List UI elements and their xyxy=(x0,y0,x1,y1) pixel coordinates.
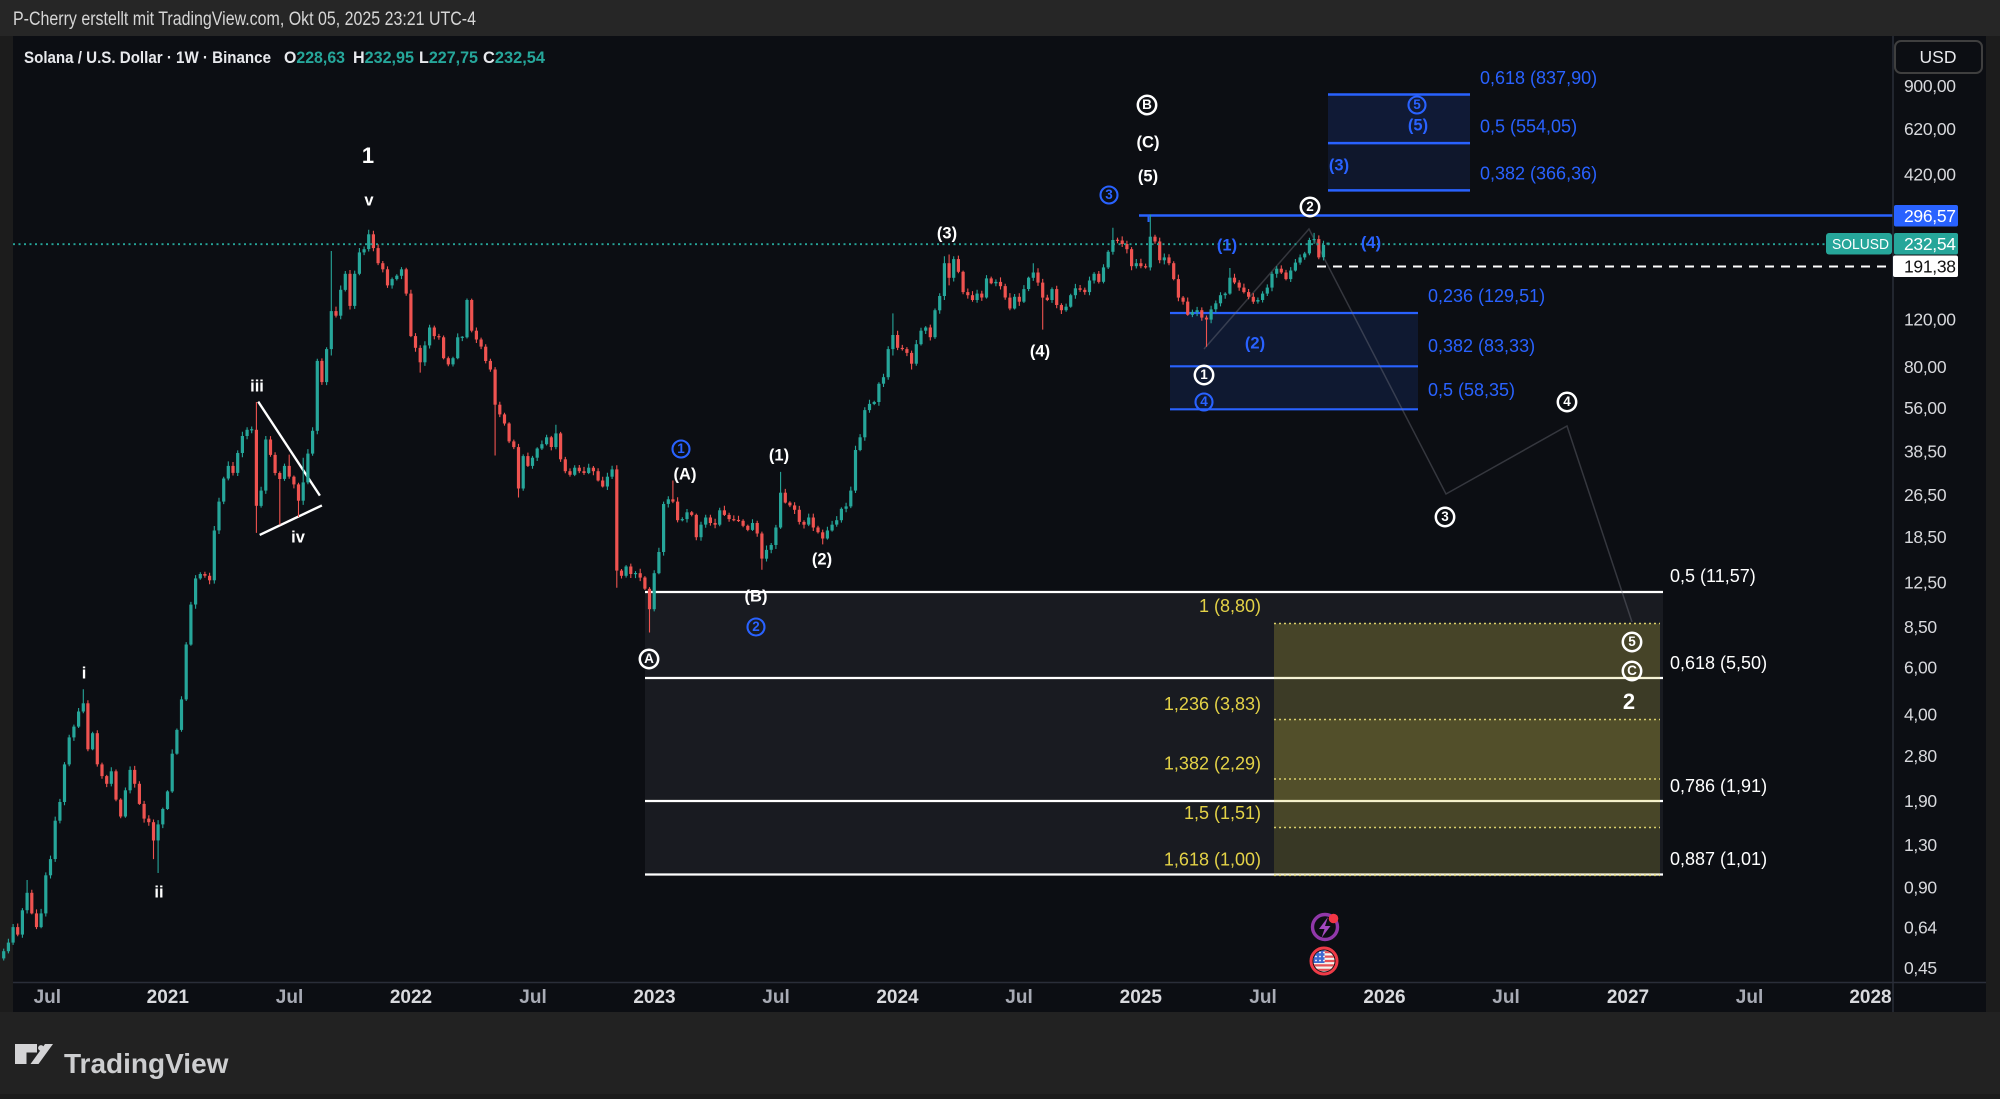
svg-text:(3): (3) xyxy=(1329,156,1349,174)
svg-text:2024: 2024 xyxy=(876,987,919,1008)
svg-text:C232,54: C232,54 xyxy=(483,48,546,67)
svg-text:6,00: 6,00 xyxy=(1904,658,1937,678)
svg-text:0,5 (554,05): 0,5 (554,05) xyxy=(1480,116,1577,136)
svg-text:(2): (2) xyxy=(1245,334,1265,352)
svg-text:(5): (5) xyxy=(1138,167,1158,185)
svg-text:232,54: 232,54 xyxy=(1904,234,1956,254)
svg-text:(1): (1) xyxy=(769,446,789,464)
svg-text:Jul: Jul xyxy=(1005,987,1032,1008)
svg-text:0,5 (11,57): 0,5 (11,57) xyxy=(1670,566,1756,586)
svg-text:ii: ii xyxy=(154,883,163,901)
svg-text:120,00: 120,00 xyxy=(1904,310,1956,330)
svg-text:2: 2 xyxy=(1623,689,1635,714)
svg-text:(4): (4) xyxy=(1361,234,1381,252)
svg-text:Solana / U.S. Dollar · 1W · Bi: Solana / U.S. Dollar · 1W · Binance xyxy=(24,48,271,67)
svg-text:1,30: 1,30 xyxy=(1904,835,1937,855)
svg-text:A: A xyxy=(644,651,654,666)
svg-text:1,382 (2,29): 1,382 (2,29) xyxy=(1164,753,1261,773)
svg-text:296,57: 296,57 xyxy=(1904,206,1956,226)
svg-text:0,618 (5,50): 0,618 (5,50) xyxy=(1670,653,1767,673)
svg-text:1,618 (1,00): 1,618 (1,00) xyxy=(1164,849,1261,869)
svg-text:1,5 (1,51): 1,5 (1,51) xyxy=(1184,803,1261,823)
svg-text:USD: USD xyxy=(1920,47,1957,67)
svg-text:(5): (5) xyxy=(1408,116,1428,134)
svg-text:Jul: Jul xyxy=(1249,987,1276,1008)
svg-text:18,50: 18,50 xyxy=(1904,527,1947,547)
svg-text:i: i xyxy=(82,664,87,682)
svg-text:H232,95: H232,95 xyxy=(353,48,414,67)
svg-text:(1): (1) xyxy=(1217,236,1237,254)
svg-text:0,236 (129,51): 0,236 (129,51) xyxy=(1428,286,1545,306)
svg-text:0,382 (83,33): 0,382 (83,33) xyxy=(1428,336,1535,356)
svg-text:2023: 2023 xyxy=(633,987,675,1008)
svg-text:620,00: 620,00 xyxy=(1904,119,1956,139)
svg-text:8,50: 8,50 xyxy=(1904,617,1937,637)
svg-text:900,00: 900,00 xyxy=(1904,76,1956,96)
svg-text:0,64: 0,64 xyxy=(1904,917,1937,937)
svg-text:1,236 (3,83): 1,236 (3,83) xyxy=(1164,694,1261,714)
svg-text:2,80: 2,80 xyxy=(1904,746,1937,766)
svg-text:2022: 2022 xyxy=(390,987,432,1008)
svg-text:v: v xyxy=(364,191,374,209)
svg-text:80,00: 80,00 xyxy=(1904,357,1947,377)
svg-text:4: 4 xyxy=(1200,394,1208,409)
svg-text:L227,75: L227,75 xyxy=(419,48,478,67)
svg-text:iv: iv xyxy=(291,528,306,546)
svg-text:2021: 2021 xyxy=(147,987,190,1008)
svg-text:3: 3 xyxy=(1105,187,1113,202)
svg-text:5: 5 xyxy=(1413,97,1421,112)
svg-text:(4): (4) xyxy=(1030,342,1050,360)
svg-text:2027: 2027 xyxy=(1607,987,1649,1008)
svg-text:38,50: 38,50 xyxy=(1904,442,1947,462)
svg-text:Jul: Jul xyxy=(519,987,546,1008)
svg-text:1 (8,80): 1 (8,80) xyxy=(1199,596,1261,616)
svg-text:12,50: 12,50 xyxy=(1904,572,1947,592)
svg-text:0,618 (837,90): 0,618 (837,90) xyxy=(1480,68,1597,88)
svg-text:P-Cherry erstellt mit TradingV: P-Cherry erstellt mit TradingView.com, O… xyxy=(13,8,476,30)
svg-text:2: 2 xyxy=(752,619,760,634)
svg-text:(C): (C) xyxy=(1137,133,1160,151)
svg-text:2028: 2028 xyxy=(1849,987,1891,1008)
svg-text:Jul: Jul xyxy=(762,987,789,1008)
svg-text:Jul: Jul xyxy=(276,987,303,1008)
svg-text:26,50: 26,50 xyxy=(1904,485,1947,505)
svg-text:SOLUSD: SOLUSD xyxy=(1832,236,1889,253)
svg-text:O228,63: O228,63 xyxy=(284,48,345,67)
svg-text:Jul: Jul xyxy=(1492,987,1519,1008)
svg-text:0,45: 0,45 xyxy=(1904,958,1937,978)
svg-text:(B): (B) xyxy=(745,587,768,605)
svg-text:420,00: 420,00 xyxy=(1904,164,1956,184)
svg-text:Jul: Jul xyxy=(1736,987,1763,1008)
svg-text:2: 2 xyxy=(1306,199,1314,214)
svg-text:0,90: 0,90 xyxy=(1904,878,1937,898)
svg-text:4,00: 4,00 xyxy=(1904,705,1937,725)
svg-text:1: 1 xyxy=(362,143,374,168)
svg-text:(2): (2) xyxy=(812,550,832,568)
svg-text:0,786 (1,91): 0,786 (1,91) xyxy=(1670,776,1767,796)
svg-text:0,382 (366,36): 0,382 (366,36) xyxy=(1480,163,1597,183)
svg-text:iii: iii xyxy=(250,377,264,395)
svg-text:1,90: 1,90 xyxy=(1904,791,1937,811)
svg-text:0,887 (1,01): 0,887 (1,01) xyxy=(1670,849,1767,869)
svg-text:C: C xyxy=(1627,663,1637,678)
svg-text:191,38: 191,38 xyxy=(1904,257,1956,277)
svg-text:5: 5 xyxy=(1628,634,1636,649)
svg-text:2025: 2025 xyxy=(1120,987,1163,1008)
svg-text:(3): (3) xyxy=(937,224,957,242)
svg-text:3: 3 xyxy=(1441,509,1449,524)
svg-text:2026: 2026 xyxy=(1363,987,1405,1008)
svg-text:(A): (A) xyxy=(674,465,697,483)
svg-text:0,5 (58,35): 0,5 (58,35) xyxy=(1428,380,1515,400)
svg-text:Jul: Jul xyxy=(34,987,61,1008)
svg-text:56,00: 56,00 xyxy=(1904,398,1947,418)
svg-text:TradingView: TradingView xyxy=(64,1048,229,1079)
svg-text:1: 1 xyxy=(1200,367,1208,382)
svg-text:1: 1 xyxy=(677,441,685,456)
svg-text:4: 4 xyxy=(1563,394,1571,409)
svg-text:B: B xyxy=(1142,97,1152,112)
